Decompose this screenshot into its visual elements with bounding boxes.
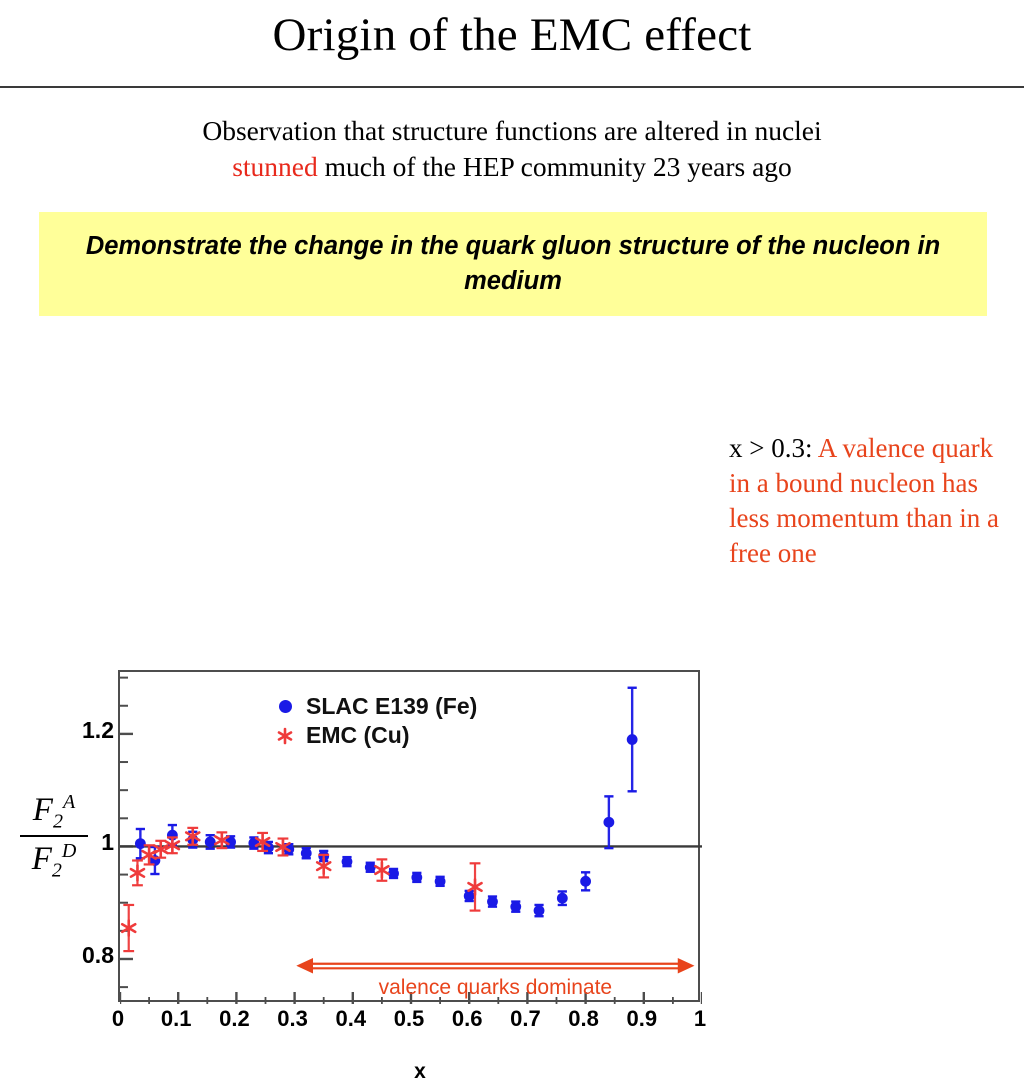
x-tick-0.9: 0.9 — [626, 1006, 658, 1031]
subtitle-highlight-word: stunned — [232, 151, 318, 183]
legend-label-emc: EMC (Cu) — [306, 722, 410, 748]
x-tick-0.3: 0.3 — [277, 1006, 308, 1031]
y-tick-1.2: 1.2 — [82, 716, 114, 743]
y-tick-0.8: 0.8 — [82, 941, 114, 968]
x-tick-0.4: 0.4 — [335, 1006, 367, 1031]
plot-frame: SLAC E139 (Fe) EMC (Cu) valence quarks d… — [118, 670, 702, 1004]
x-tick-0: 0 — [111, 1006, 125, 1031]
title-divider — [0, 86, 1024, 88]
x-axis-title: x — [414, 1060, 426, 1083]
blue-circle-marker-icon — [270, 700, 300, 713]
legend-item-slac: SLAC E139 (Fe) — [270, 692, 477, 721]
red-asterisk-marker-icon — [270, 726, 300, 746]
x-axis-tick-labels: 0 0.1 0.2 0.3 0.4 0.5 0.6 0.7 0.8 0.9 1 — [112, 1006, 706, 1040]
side-annotation-body: A valence quark in a bound nucleon has l… — [729, 433, 999, 569]
x-tick-0.1: 0.1 — [160, 1006, 192, 1031]
side-annotation-lead: x > 0.3: — [729, 433, 818, 463]
x-tick-1: 1 — [693, 1006, 707, 1031]
x-tick-0.7: 0.7 — [510, 1006, 541, 1031]
subtitle-line-1: Observation that structure functions are… — [202, 115, 822, 146]
x-tick-0.5: 0.5 — [393, 1006, 425, 1031]
legend-item-emc: EMC (Cu) — [270, 721, 477, 750]
emc-effect-plot: F2A F2D 0.8 1 1.2 SLAC E139 (Fe) — [0, 330, 720, 1083]
y-tick-1: 1 — [101, 829, 114, 856]
subtitle-line-2-rest: much of the HEP community 23 years ago — [317, 151, 792, 183]
side-annotation: x > 0.3: A valence quark in a bound nucl… — [729, 431, 1019, 571]
page-title: Origin of the EMC effect — [272, 9, 752, 61]
valence-quarks-annotation: valence quarks dominate — [378, 975, 613, 999]
x-tick-0.6: 0.6 — [451, 1006, 483, 1031]
callout-box: Demonstrate the change in the quark gluo… — [39, 212, 987, 316]
callout-text: Demonstrate the change in the quark gluo… — [85, 232, 941, 295]
y-axis-tick-labels: 0.8 1 1.2 — [44, 660, 114, 1005]
x-tick-0.8: 0.8 — [568, 1006, 599, 1031]
plot-legend: SLAC E139 (Fe) EMC (Cu) — [270, 692, 477, 750]
x-tick-0.2: 0.2 — [219, 1006, 250, 1031]
legend-label-slac: SLAC E139 (Fe) — [306, 693, 478, 719]
subtitle-text: Observation that structure functions are… — [42, 113, 982, 186]
